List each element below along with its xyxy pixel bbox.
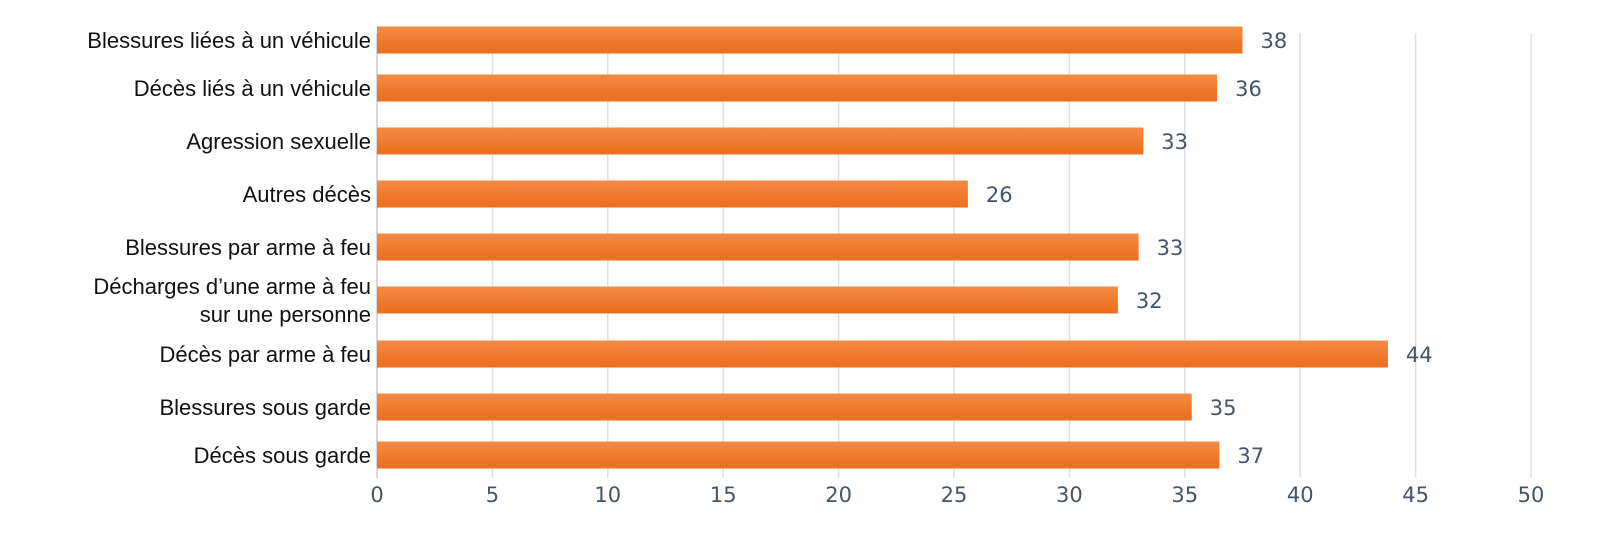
category-label: sur une personne: [200, 302, 371, 327]
data-label: 33: [1157, 236, 1184, 260]
bar: [377, 180, 968, 208]
x-tick-label: 45: [1402, 483, 1429, 507]
x-tick-label: 25: [941, 483, 968, 507]
category-label: Autres décès: [243, 182, 371, 207]
bar: [377, 233, 1139, 261]
x-tick-label: 50: [1518, 483, 1545, 507]
data-label: 36: [1235, 77, 1262, 101]
category-label: Agression sexuelle: [186, 129, 371, 154]
category-label: Décharges d’une arme à feu: [93, 274, 371, 299]
bar: [377, 74, 1218, 102]
bars: [377, 26, 1388, 469]
data-label: 26: [986, 183, 1013, 207]
bar: [377, 127, 1144, 155]
category-label: Décès par arme à feu: [159, 342, 371, 367]
bar: [377, 286, 1118, 314]
data-label: 33: [1161, 130, 1188, 154]
x-tick-label: 35: [1171, 483, 1198, 507]
bar: [377, 26, 1243, 54]
x-tick-label: 20: [825, 483, 852, 507]
bar: [377, 340, 1388, 368]
x-tick-label: 15: [710, 483, 737, 507]
x-tick-label: 0: [370, 483, 383, 507]
category-label: Décès liés à un véhicule: [134, 76, 371, 101]
x-tick-label: 5: [486, 483, 499, 507]
labels: 0 5 10 15 20 25 30 35 40 45 50 Blessures liées à un…: [87, 28, 1544, 507]
bar: [377, 393, 1192, 421]
data-label: 44: [1406, 343, 1433, 367]
x-tick-label: 10: [594, 483, 621, 507]
bar: [377, 441, 1220, 469]
data-label: 37: [1237, 444, 1264, 468]
data-label: 32: [1136, 289, 1163, 313]
category-label: Blessures par arme à feu: [125, 235, 371, 260]
category-label: Blessures sous garde: [159, 395, 371, 420]
data-label: 35: [1210, 396, 1237, 420]
x-tick-label: 30: [1056, 483, 1083, 507]
data-label: 38: [1261, 29, 1288, 53]
x-tick-label: 40: [1287, 483, 1314, 507]
category-label: Décès sous garde: [194, 443, 371, 468]
category-label: Blessures liées à un véhicule: [87, 28, 371, 53]
